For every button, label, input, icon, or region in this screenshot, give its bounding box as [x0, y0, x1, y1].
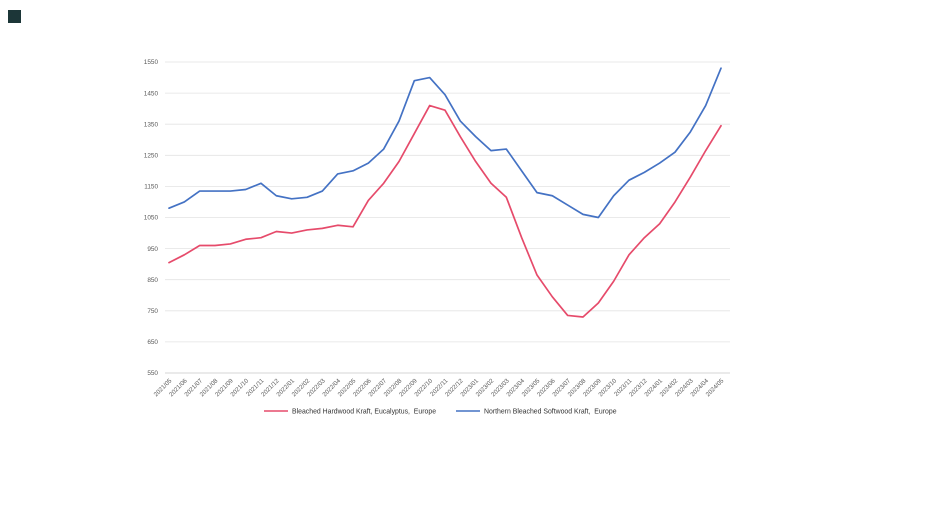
series-line-bhkp	[168, 104, 722, 318]
y-tick-label: 650	[147, 339, 158, 346]
y-tick-label: 850	[147, 277, 158, 284]
y-tick-label: 950	[147, 246, 158, 253]
y-tick-label: 1550	[144, 59, 159, 66]
corner-decoration-square	[8, 10, 21, 23]
y-tick-label: 1050	[144, 215, 159, 222]
legend-label-nbsk: Northern Bleached Softwood Kraft, Europe	[484, 408, 617, 415]
y-tick-label: 750	[147, 308, 158, 315]
series-line-nbsk	[168, 67, 722, 219]
y-tick-label: 1150	[144, 184, 158, 191]
y-tick-label: 1450	[144, 90, 159, 97]
y-tick-label: 1250	[144, 153, 159, 160]
y-tick-label: 1350	[144, 121, 159, 128]
y-tick-label: 550	[147, 370, 158, 377]
legend-label-bhkp: Bleached Hardwood Kraft, Eucalyptus, Eur…	[292, 408, 436, 415]
